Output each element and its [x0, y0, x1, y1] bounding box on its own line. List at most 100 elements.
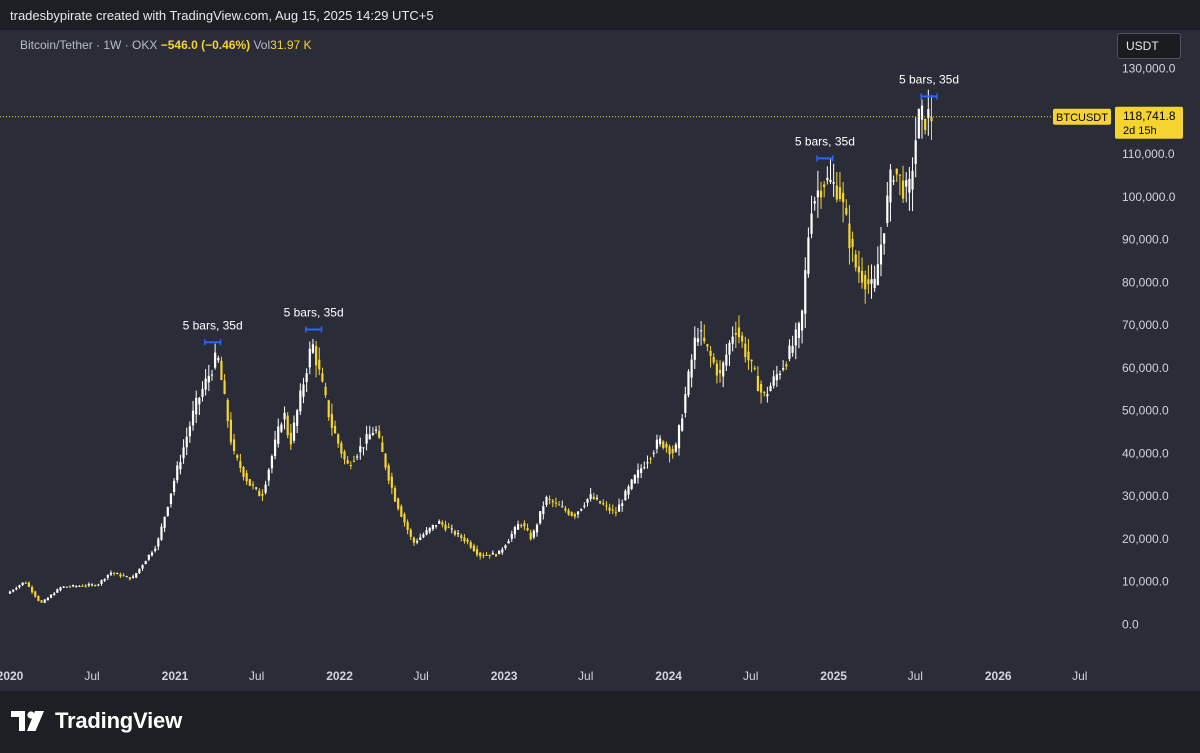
candle-body [759, 384, 763, 393]
candle-body [924, 118, 927, 131]
candle-body [832, 182, 835, 184]
candle-body [741, 335, 744, 342]
y-axis-tick-label: 100,000.0 [1122, 190, 1176, 204]
candle-body [766, 393, 769, 397]
candle-body [321, 373, 324, 382]
candle-body [248, 479, 251, 486]
candle-body [245, 473, 248, 482]
candle-body [491, 552, 494, 555]
candle-body [400, 506, 403, 517]
candle-body [362, 447, 365, 449]
candle-body [570, 512, 573, 516]
candle-body [696, 338, 700, 343]
candle-body [90, 584, 94, 586]
candle-body [15, 588, 18, 590]
candle-body [782, 368, 785, 370]
candle-body [807, 237, 810, 274]
candle-body [34, 591, 37, 597]
candle-body [658, 438, 662, 445]
candle-body [239, 461, 242, 468]
candle-body [53, 593, 56, 596]
candle-body [608, 507, 611, 511]
last-price-tag [1115, 106, 1183, 139]
candle-body [258, 490, 261, 497]
candle-body [731, 336, 734, 344]
candle-body [668, 446, 671, 455]
candle-body [693, 337, 696, 360]
candle-body [229, 419, 233, 443]
candle-body [128, 577, 132, 580]
candle-body [374, 429, 378, 431]
candle-body [315, 346, 318, 366]
candle-body [857, 266, 860, 273]
candle-body [147, 554, 150, 560]
candle-body [589, 494, 592, 499]
volume-label: Vol [253, 38, 271, 52]
candle-body [204, 378, 207, 390]
candle-body [889, 169, 892, 203]
candle-body [273, 439, 277, 457]
candle-body [756, 375, 760, 392]
candle-body [157, 538, 160, 547]
candle-body [277, 426, 280, 444]
candle-body [804, 270, 807, 314]
candle-body [103, 579, 106, 581]
x-axis-label: 2021 [162, 669, 189, 683]
candle-body [324, 386, 327, 396]
y-axis-tick-label: 90,000.0 [1122, 233, 1169, 247]
range-annotation-label: 5 bars, 35d [899, 72, 959, 86]
candle-body [842, 192, 845, 203]
tradingview-mark-icon [11, 711, 44, 731]
currency-selector[interactable]: USDT [1117, 33, 1181, 59]
candle-body [393, 488, 397, 502]
volume-value: 31.97 K [270, 38, 312, 52]
candle-body [438, 521, 441, 524]
x-axis-label: Jul [743, 669, 758, 683]
candle-body [646, 462, 649, 464]
candle-body [431, 524, 434, 530]
candle-body [131, 576, 135, 579]
candle-body [8, 591, 12, 594]
candle-body [198, 397, 201, 405]
candle-body [169, 493, 173, 504]
candle-body [905, 180, 908, 187]
candle-body [390, 476, 393, 488]
candle-body [453, 531, 457, 535]
candle-body [636, 469, 640, 478]
symbol-tag [1053, 108, 1111, 125]
chart-panel[interactable]: 130,000.0120,000.0110,000.0100,000.090,0… [0, 30, 1200, 691]
candle-body [24, 582, 27, 584]
candle-body [813, 201, 816, 204]
candle-body [586, 498, 589, 503]
price-chart[interactable]: 130,000.0120,000.0110,000.0100,000.090,0… [0, 30, 1200, 691]
price-change: −546.0 (−0.46%) [160, 38, 251, 52]
candle-body [122, 575, 125, 577]
candle-body [700, 330, 703, 332]
candle-body [883, 233, 886, 244]
candle-body [106, 574, 109, 578]
candle-body [292, 422, 296, 441]
candle-body [97, 584, 100, 586]
candle-body [207, 375, 210, 383]
candle-body [523, 523, 526, 527]
x-axis-label: 2024 [655, 669, 682, 683]
candle-body [690, 359, 693, 378]
range-annotation-label: 5 bars, 35d [183, 318, 243, 332]
symbol-tag-label: BTCUSDT [1056, 112, 1108, 124]
candle-body [564, 508, 567, 511]
candle-body [677, 425, 681, 449]
candle-body [526, 528, 529, 531]
candle-body [845, 208, 848, 215]
candle-body [422, 534, 425, 538]
candle-body [687, 371, 690, 396]
candle-body [930, 117, 933, 122]
candle-body [624, 490, 627, 501]
candle-body [860, 270, 864, 283]
candle-body [333, 425, 337, 434]
candle-body [72, 585, 75, 587]
candle-body [602, 503, 605, 505]
y-axis-tick-label: 10,000.0 [1122, 575, 1169, 589]
candle-body [472, 545, 475, 552]
candle-body [406, 521, 409, 531]
candle-body [876, 264, 879, 286]
